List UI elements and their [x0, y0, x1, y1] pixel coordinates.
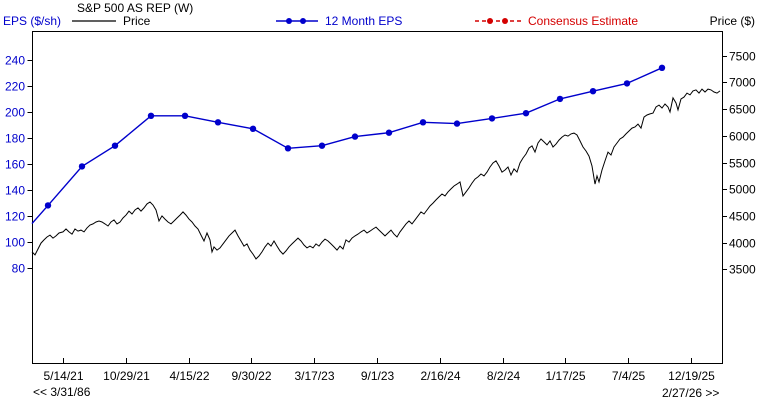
right-axis-title: Price ($)	[709, 14, 755, 28]
legend-item-price: Price	[72, 13, 151, 28]
svg-text:10/29/21: 10/29/21	[103, 369, 150, 383]
legend-eps-label: 12 Month EPS	[325, 13, 403, 28]
svg-text:2/16/24: 2/16/24	[420, 369, 460, 383]
svg-text:7/4/25: 7/4/25	[612, 369, 646, 383]
left-axis-title: EPS ($/sh)	[3, 14, 62, 28]
svg-text:3500: 3500	[729, 263, 756, 277]
legend-price-label: Price	[123, 13, 151, 28]
chart-title: S&P 500 AS REP (W)	[77, 1, 194, 15]
price-line-icon	[72, 19, 116, 22]
svg-text:5/14/21: 5/14/21	[43, 369, 83, 383]
svg-text:6500: 6500	[729, 103, 756, 117]
svg-text:5500: 5500	[729, 157, 756, 171]
svg-text:5000: 5000	[729, 183, 756, 197]
legend-item-consensus: Consensus Estimate	[475, 13, 639, 28]
consensus-dashed-dots-icon	[475, 17, 521, 24]
svg-text:9/30/22: 9/30/22	[231, 369, 271, 383]
svg-text:8/2/24: 8/2/24	[487, 369, 521, 383]
svg-text:80: 80	[12, 262, 26, 276]
svg-text:12/19/25: 12/19/25	[668, 369, 715, 383]
legend-consensus-label: Consensus Estimate	[528, 13, 639, 28]
svg-text:160: 160	[5, 158, 25, 172]
svg-text:220: 220	[5, 80, 25, 94]
svg-text:9/1/23: 9/1/23	[361, 369, 395, 383]
eps-line-dots-icon	[276, 17, 318, 24]
svg-text:100: 100	[5, 236, 25, 250]
svg-text:4000: 4000	[729, 237, 756, 251]
svg-text:140: 140	[5, 184, 25, 198]
svg-text:4500: 4500	[729, 210, 756, 224]
svg-text:3/17/23: 3/17/23	[294, 369, 334, 383]
svg-text:180: 180	[5, 132, 25, 146]
svg-text:1/17/25: 1/17/25	[545, 369, 585, 383]
svg-text:7000: 7000	[729, 76, 756, 90]
svg-text:200: 200	[5, 106, 25, 120]
svg-text:120: 120	[5, 210, 25, 224]
svg-text:6000: 6000	[729, 130, 756, 144]
svg-text:240: 240	[5, 54, 25, 68]
svg-text:4/15/22: 4/15/22	[169, 369, 209, 383]
nav-back-link[interactable]: << 3/31/86	[33, 385, 91, 399]
legend-item-eps: 12 Month EPS	[276, 13, 403, 28]
svg-text:7500: 7500	[729, 50, 756, 64]
nav-forward-link[interactable]: 2/27/26 >>	[662, 386, 720, 400]
